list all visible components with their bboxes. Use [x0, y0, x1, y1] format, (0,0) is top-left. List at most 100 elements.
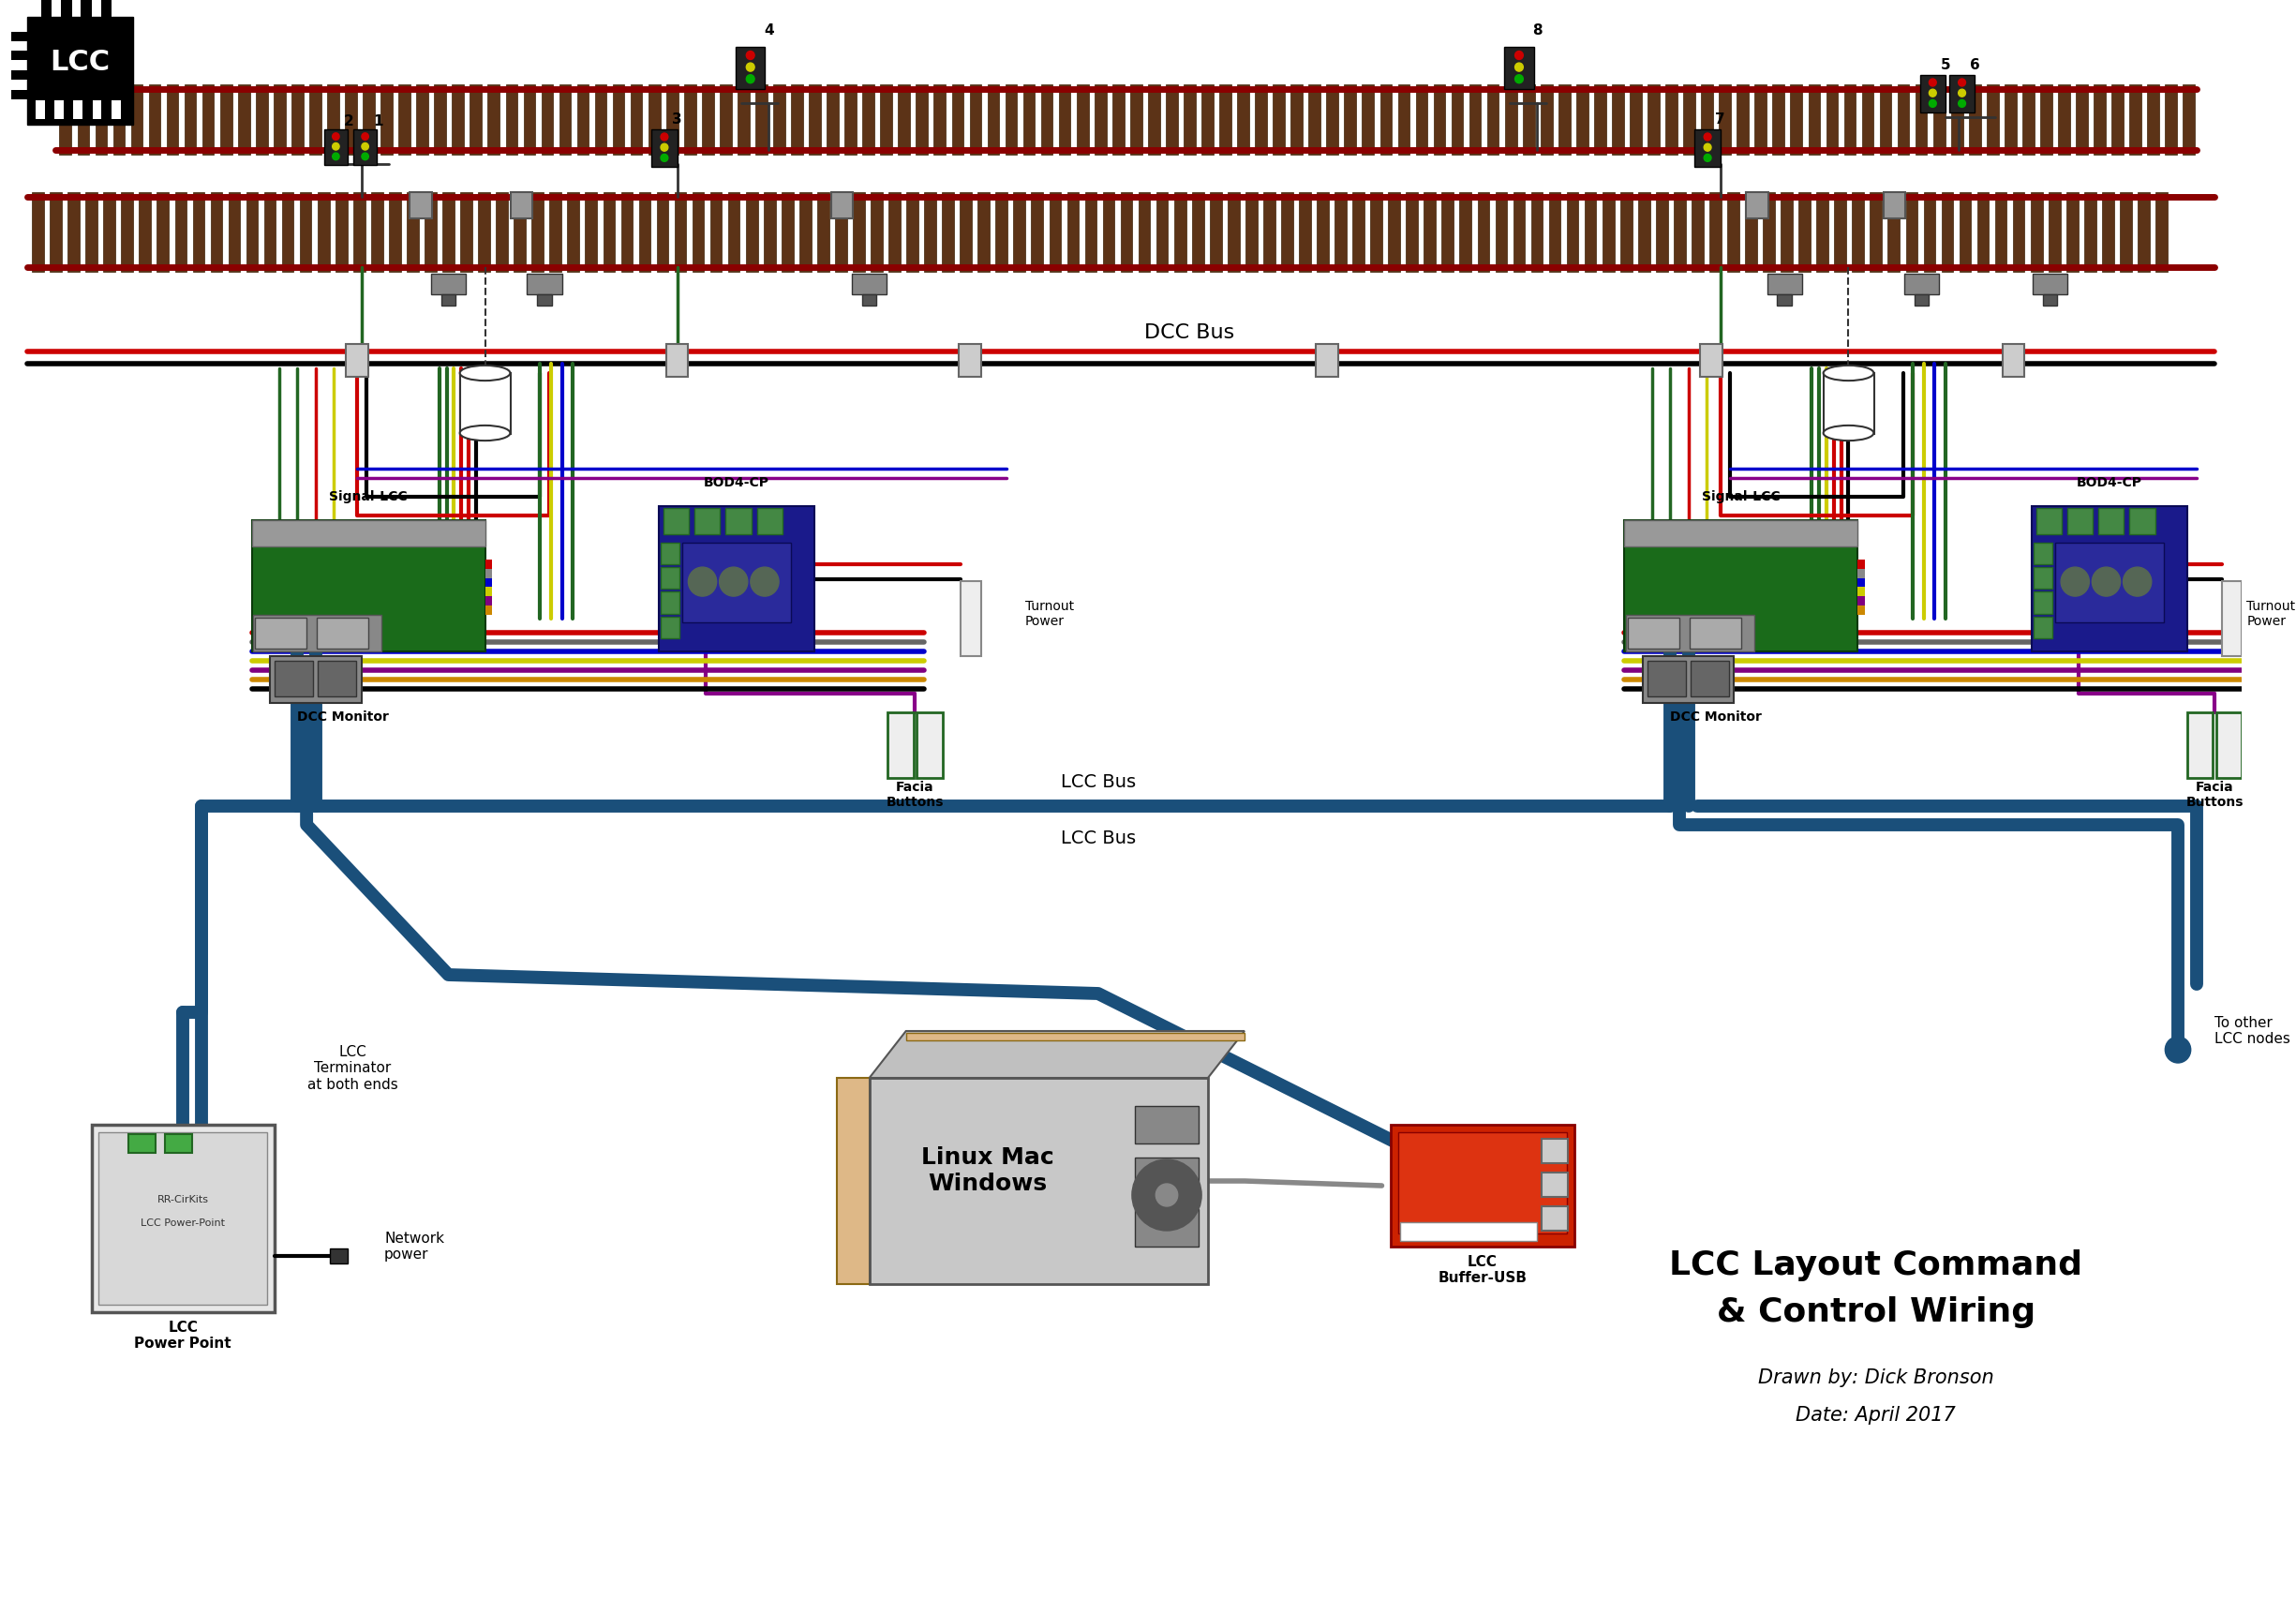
Bar	[484, 568, 491, 578]
Bar	[1853, 192, 1864, 271]
Bar	[969, 84, 980, 155]
Bar	[55, 100, 64, 110]
Bar	[560, 84, 572, 155]
Bar	[1869, 192, 1883, 271]
Bar	[907, 1033, 1244, 1041]
Ellipse shape	[1823, 426, 1874, 441]
Bar	[2099, 508, 2124, 534]
Text: LCC Bus: LCC Bus	[1061, 773, 1137, 791]
Bar	[1134, 1209, 1199, 1246]
Bar	[1986, 84, 1998, 155]
Bar	[1782, 192, 1793, 271]
Bar	[1745, 192, 1768, 218]
Text: 3: 3	[673, 113, 682, 128]
Bar	[1476, 192, 1490, 271]
Bar	[2183, 84, 2195, 155]
Bar	[638, 192, 650, 271]
Bar	[604, 192, 615, 271]
Ellipse shape	[459, 365, 510, 381]
Bar	[1623, 520, 1857, 547]
Circle shape	[689, 567, 716, 596]
Bar	[85, 192, 96, 271]
Circle shape	[1929, 89, 1936, 97]
Bar	[2034, 617, 2053, 638]
Text: & Control Wiring: & Control Wiring	[1717, 1296, 2034, 1328]
Bar	[1674, 192, 1685, 271]
Bar	[193, 192, 204, 271]
Bar	[211, 192, 223, 271]
Bar	[113, 84, 124, 155]
Bar	[276, 660, 312, 696]
Text: LCC: LCC	[51, 48, 110, 76]
Bar	[255, 84, 269, 155]
Bar	[2128, 84, 2142, 155]
Bar	[1300, 192, 1311, 271]
Bar	[1958, 192, 1972, 271]
Bar	[1031, 192, 1042, 271]
Bar	[202, 84, 214, 155]
Bar	[1711, 192, 1722, 271]
Bar	[2076, 84, 2087, 155]
Bar	[94, 84, 108, 155]
Circle shape	[746, 52, 755, 60]
Text: RR-CirKits: RR-CirKits	[156, 1194, 209, 1204]
Text: Facia
Buttons: Facia Buttons	[886, 781, 944, 809]
Bar	[1727, 192, 1738, 271]
Bar	[1887, 192, 1899, 271]
Bar	[1398, 84, 1410, 155]
Bar	[661, 592, 680, 613]
Bar	[1433, 84, 1446, 155]
Bar	[817, 192, 829, 271]
Bar	[1768, 274, 1802, 294]
Bar	[400, 84, 411, 155]
Text: Signal-LCC: Signal-LCC	[328, 491, 406, 504]
Bar	[140, 192, 152, 271]
Bar	[1665, 84, 1678, 155]
Bar	[703, 84, 714, 155]
Bar	[487, 84, 501, 155]
Bar	[533, 192, 544, 271]
Text: To other
LCC nodes: To other LCC nodes	[2216, 1015, 2291, 1046]
Bar	[1084, 192, 1097, 271]
Bar	[101, 0, 113, 16]
Bar	[2023, 84, 2034, 155]
Bar	[1701, 344, 1722, 376]
Bar	[585, 192, 597, 271]
Bar	[1543, 1206, 1568, 1230]
Bar	[273, 84, 285, 155]
Bar	[1896, 84, 1910, 155]
Bar	[505, 84, 517, 155]
Bar	[1649, 84, 1660, 155]
Bar	[664, 508, 689, 534]
Bar	[282, 192, 294, 271]
Circle shape	[746, 74, 755, 84]
Bar	[1816, 192, 1828, 271]
Text: DCC Bus: DCC Bus	[1143, 323, 1235, 342]
Polygon shape	[838, 1078, 870, 1285]
Bar	[1694, 129, 1720, 166]
Bar	[1451, 84, 1463, 155]
Bar	[1857, 560, 1864, 568]
Bar	[870, 192, 882, 271]
Bar	[1263, 192, 1274, 271]
Bar	[682, 542, 792, 623]
Bar	[484, 596, 491, 605]
Bar	[1655, 192, 1667, 271]
Bar	[99, 1133, 266, 1304]
Bar	[1809, 84, 1821, 155]
Bar	[1754, 84, 1766, 155]
Bar	[1919, 74, 1945, 113]
Circle shape	[1515, 52, 1522, 60]
Bar	[1256, 84, 1267, 155]
Bar	[831, 192, 852, 218]
Bar	[1210, 192, 1221, 271]
Text: 4: 4	[765, 24, 774, 37]
Bar	[735, 47, 765, 89]
Bar	[441, 294, 455, 305]
Bar	[1915, 294, 1929, 305]
Bar	[344, 84, 356, 155]
Polygon shape	[870, 1031, 1244, 1078]
Circle shape	[661, 132, 668, 140]
Bar	[78, 84, 90, 155]
Bar	[2034, 567, 2053, 589]
